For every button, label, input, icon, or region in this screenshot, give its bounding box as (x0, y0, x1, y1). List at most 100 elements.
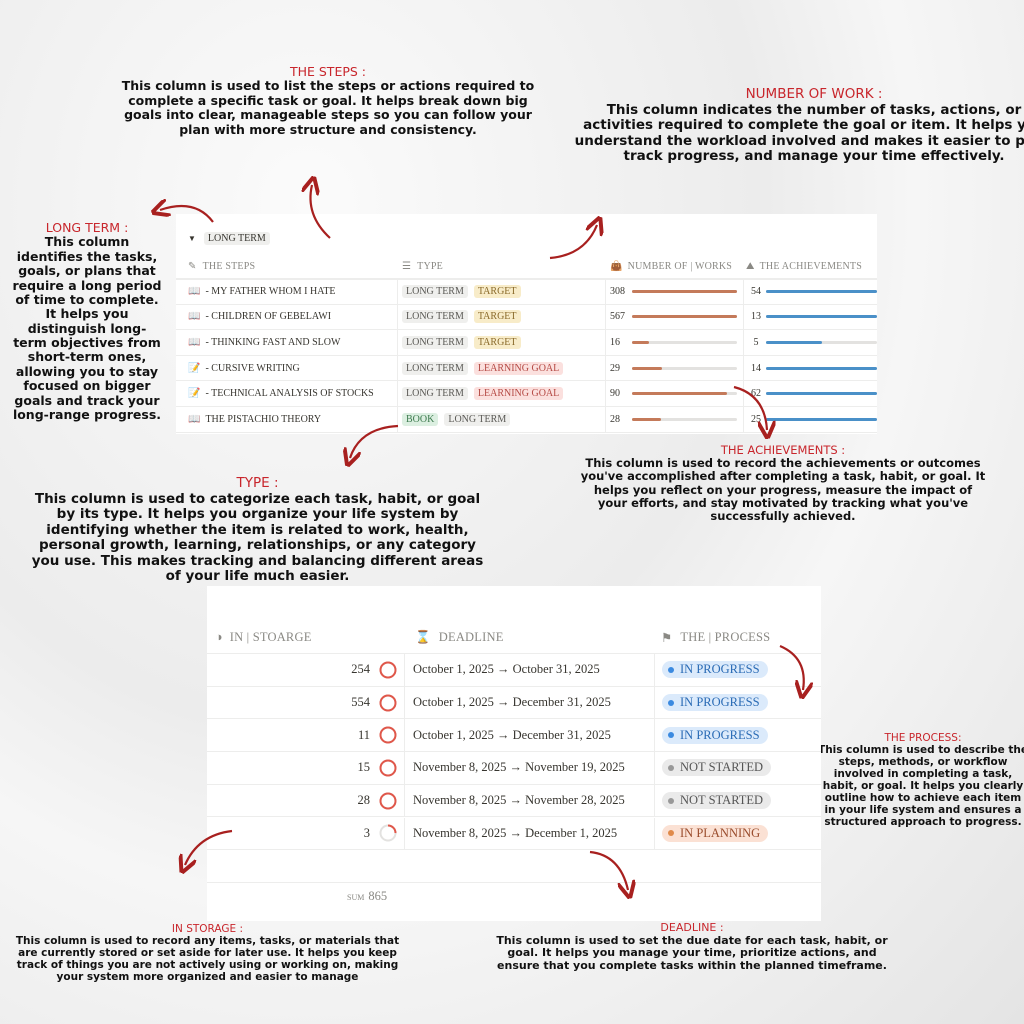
table-row[interactable]: 254 October 1, 2025 → October 31, 2025 I… (207, 654, 821, 687)
memo-icon: 📝 (188, 388, 201, 400)
status-badge[interactable]: IN PROGRESS (662, 661, 768, 679)
type-tag[interactable]: LONG TERM (402, 285, 468, 299)
annotation-storage: IN STORAGE : This column is used to reco… (10, 923, 405, 983)
achievements-progress-fill (766, 340, 822, 344)
table-row[interactable]: 3 November 8, 2025 → December 1, 2025 IN… (207, 817, 821, 851)
works-value: 29 (610, 362, 620, 374)
header-process[interactable]: THE | PROCESS (680, 630, 771, 644)
table-row[interactable]: 📝 - CURSIVE WRITING LONG TERM LEARNING GOA… (176, 355, 877, 382)
status-badge[interactable]: NOT STARTED (662, 759, 772, 777)
deadline-range[interactable]: October 1, 2025 → December 31, 2025 (413, 727, 611, 742)
annotation-process: THE PROCESS: This column is used to desc… (818, 732, 1024, 829)
works-progress-bar (632, 315, 737, 319)
type-tag[interactable]: LEARNING GOAL (473, 387, 564, 401)
annotation-body: This column is used to categorize each t… (31, 490, 484, 585)
group-header[interactable]: ▼ LONG TERM (188, 232, 276, 245)
status-badge[interactable]: IN PROGRESS (662, 694, 768, 712)
storage-value: 554 (351, 695, 370, 710)
table-row[interactable]: 📖 THE PISTACHIO THEORY BOOK LONG TERM 28 2… (176, 407, 877, 433)
status-badge[interactable]: IN PLANNING (662, 824, 769, 842)
type-tag[interactable]: LONG TERM (402, 361, 468, 375)
storage-value: 254 (351, 662, 370, 677)
type-tag[interactable]: LEARNING GOAL (473, 361, 564, 375)
step-name[interactable]: THE PISTACHIO THEORY (205, 413, 322, 425)
table-row[interactable]: 11 October 1, 2025 → December 31, 2025 I… (207, 719, 821, 753)
achievements-value: 13 (751, 311, 761, 323)
type-tag[interactable]: BOOK (402, 412, 439, 426)
type-tag[interactable]: TARGET (473, 310, 521, 324)
header-type[interactable]: TYPE (417, 260, 443, 272)
hourglass-icon: ⌛ (415, 630, 431, 644)
toggle-triangle-icon[interactable]: ▼ (188, 234, 196, 243)
annotation-title: THE STEPS : (289, 64, 367, 79)
annotation-title: THE PROCESS: (884, 732, 962, 744)
annotation-body: This column identifies the tasks, goals,… (12, 234, 162, 422)
annotation-title: TYPE : (236, 475, 279, 491)
step-name[interactable]: - TECHNICAL ANALYSIS OF STOCKS (205, 388, 374, 400)
header-storage[interactable]: IN | STOARGE (229, 630, 312, 644)
status-label: IN PLANNING (680, 825, 761, 840)
achievements-progress-bar (766, 366, 877, 370)
list-icon: ☰ (402, 260, 412, 272)
achievements-value: 62 (751, 388, 761, 400)
table-row[interactable]: 📖 - CHILDREN OF GEBELAWI LONG TERM TARGET … (176, 304, 877, 331)
empty-row[interactable] (207, 850, 821, 883)
status-badge[interactable]: NOT STARTED (662, 792, 772, 810)
progress-ring (379, 759, 397, 777)
works-progress-bar (632, 340, 737, 344)
works-progress-fill (632, 290, 737, 294)
group-label: LONG TERM (203, 232, 270, 245)
achievements-progress-bar (766, 392, 877, 396)
annotation-title: LONG TERM : (45, 220, 129, 235)
deadline-range[interactable]: November 8, 2025 → November 28, 2025 (413, 793, 625, 808)
status-badge[interactable]: IN PROGRESS (662, 726, 768, 744)
annotation-achievements: THE ACHIEVEMENTS : This column is used t… (578, 443, 988, 524)
type-tag[interactable]: LONG TERM (402, 335, 468, 349)
header-steps[interactable]: THE STEPS (202, 260, 256, 272)
header-deadline[interactable]: DEADLINE (438, 630, 504, 644)
achievements-value: 25 (751, 413, 761, 425)
type-tag[interactable]: LONG TERM (402, 387, 468, 401)
deadline-range[interactable]: November 8, 2025 → November 19, 2025 (413, 760, 625, 775)
table-row[interactable]: 15 November 8, 2025 → November 19, 2025 … (207, 752, 821, 785)
table-row[interactable]: 📝 - TECHNICAL ANALYSIS OF STOCKS LONG TER… (176, 381, 877, 407)
achievements-progress-bar (766, 417, 877, 421)
annotation-steps: THE STEPS : This column is used to list … (118, 64, 538, 137)
table-row[interactable]: 📖 - MY FATHER WHOM I HATE LONG TERM TARGET… (176, 279, 877, 305)
works-progress-fill (632, 315, 737, 319)
status-dot (668, 797, 674, 804)
deadline-range[interactable]: November 8, 2025 → December 1, 2025 (413, 825, 618, 840)
works-progress-fill (632, 340, 649, 344)
progress-ring (379, 726, 397, 744)
header-works[interactable]: NUMBER OF | WORKS (627, 260, 733, 272)
type-tag[interactable]: TARGET (473, 285, 521, 299)
works-progress-fill (632, 392, 727, 396)
achievements-value: 54 (751, 286, 761, 298)
deadline-range[interactable]: October 1, 2025 → December 31, 2025 (413, 695, 611, 710)
progress-ring (379, 792, 397, 810)
deadline-range[interactable]: October 1, 2025 → October 31, 2025 (413, 662, 600, 677)
table-row[interactable]: 📖 - THINKING FAST AND SLOW LONG TERM TARGE… (176, 330, 877, 356)
step-name[interactable]: - CHILDREN OF GEBELAWI (205, 311, 332, 323)
achievements-progress-fill (766, 290, 877, 294)
pie-icon: ◑ (215, 630, 223, 644)
table-row[interactable]: 28 November 8, 2025 → November 28, 2025 … (207, 784, 821, 818)
sum-value: 865 (368, 889, 388, 903)
memo-icon: 📝 (188, 362, 201, 374)
table-row[interactable]: 554 October 1, 2025 → December 31, 2025 … (207, 686, 821, 720)
works-progress-fill (632, 417, 662, 421)
header-row: ✎ THE STEPS ☰ TYPE 👜 NUMBER OF | WORKS ⛰ THE… (176, 254, 877, 279)
annotation-type: TYPE : This column is used to categorize… (30, 475, 485, 585)
header-achievements[interactable]: THE ACHIEVEMENTS (759, 260, 862, 272)
achievements-value: 14 (751, 362, 761, 374)
works-progress-fill (632, 366, 663, 370)
annotation-body: This column is used to describe the step… (818, 744, 1024, 829)
type-tag[interactable]: LONG TERM (444, 412, 511, 426)
type-tag[interactable]: LONG TERM (402, 310, 468, 324)
type-tag[interactable]: TARGET (473, 335, 521, 349)
annotation-body: This column is used to record the achiev… (580, 456, 986, 524)
achievements-progress-fill (766, 417, 877, 421)
step-name[interactable]: - THINKING FAST AND SLOW (205, 336, 341, 348)
step-name[interactable]: - MY FATHER WHOM I HATE (205, 286, 336, 298)
step-name[interactable]: - CURSIVE WRITING (205, 362, 300, 374)
